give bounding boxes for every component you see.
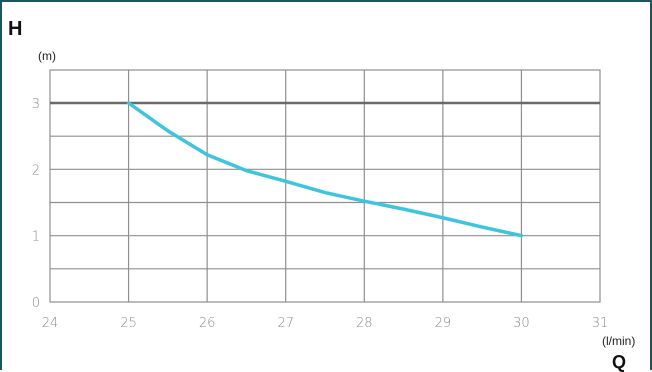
x-axis-unit: (l/min) — [602, 334, 635, 348]
x-tick-label: 28 — [356, 316, 373, 331]
y-tick-labels: 0 1 2 3 — [32, 97, 40, 311]
y-tick-label: 2 — [32, 163, 40, 178]
x-tick-label: 24 — [42, 316, 59, 331]
x-tick-label: 25 — [120, 316, 137, 331]
y-tick-label: 0 — [32, 296, 40, 311]
series-layer — [126, 101, 524, 238]
grid — [49, 69, 601, 303]
y-axis-unit: (m) — [38, 49, 56, 63]
x-axis-title: Q — [612, 352, 626, 372]
plot-border — [49, 69, 601, 303]
y-axis-title: H — [8, 18, 22, 40]
x-tick-label: 29 — [435, 316, 452, 331]
x-tick-labels: 24 25 26 27 28 29 30 31 — [42, 316, 609, 331]
x-tick-label: 27 — [277, 316, 294, 331]
y-tick-label: 3 — [32, 97, 40, 112]
x-tick-label: 30 — [513, 316, 530, 331]
series-line — [126, 101, 524, 238]
x-tick-label: 31 — [592, 316, 609, 331]
y-tick-label: 1 — [32, 230, 40, 245]
x-tick-label: 26 — [199, 316, 216, 331]
